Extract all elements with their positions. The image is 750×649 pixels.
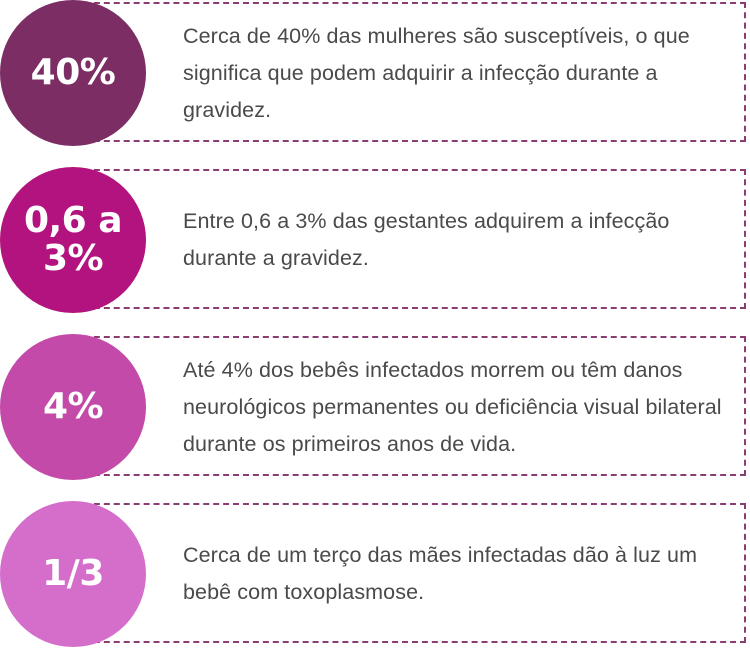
stat-description: Entre 0,6 a 3% das gestantes adquirem a … [183,167,730,313]
stat-item-acquire: 0,6 a 3% Entre 0,6 a 3% das gestantes ad… [0,167,750,313]
description-text: Até 4% dos bebês infectados morrem ou tê… [183,352,730,463]
stat-description: Cerca de um terço das mães infectadas dã… [183,501,730,647]
stat-value: 40% [13,54,133,92]
stat-circle: 4% [0,334,146,480]
stat-item-susceptible: 40% Cerca de 40% das mulheres são suscep… [0,0,750,146]
stat-circle: 0,6 a 3% [0,167,146,313]
stat-item-one-third: 1/3 Cerca de um terço das mães infectada… [0,501,750,647]
stat-value: 0,6 a 3% [13,202,133,278]
stat-description: Até 4% dos bebês infectados morrem ou tê… [183,334,730,480]
stat-value: 1/3 [13,555,133,593]
stat-description: Cerca de 40% das mulheres são susceptíve… [183,0,730,146]
stat-circle: 40% [0,0,146,146]
stat-value: 4% [13,388,133,426]
stat-item-damage: 4% Até 4% dos bebês infectados morrem ou… [0,334,750,480]
stat-circle: 1/3 [0,501,146,647]
description-text: Cerca de 40% das mulheres são susceptíve… [183,18,730,129]
description-text: Cerca de um terço das mães infectadas dã… [183,537,730,611]
description-text: Entre 0,6 a 3% das gestantes adquirem a … [183,203,730,277]
